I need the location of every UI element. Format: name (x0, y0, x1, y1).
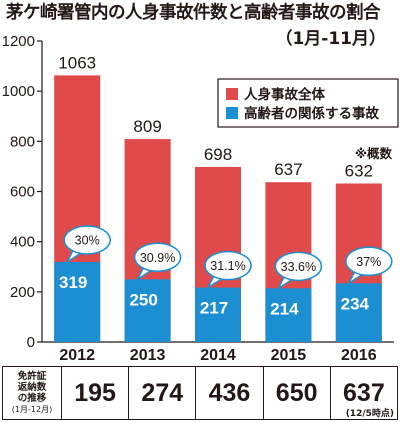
cell-value: 650 (275, 378, 318, 407)
y-tick-label: 1000 (2, 83, 35, 100)
bubble-body (133, 242, 182, 273)
cell-note: (12/5時点) (345, 409, 394, 419)
table-row-header: 免許証 返納数 の推移 (1月-12月) (2, 366, 62, 420)
elderly-value-label: 214 (270, 299, 299, 318)
cell-value: 637 (343, 378, 385, 407)
share-bubble: 30% (63, 225, 111, 265)
bubble-body (204, 250, 252, 281)
row-header-sub: (1月-12月) (11, 405, 53, 414)
bar-elderly (124, 279, 171, 342)
x-tick-label: 2013 (130, 347, 166, 364)
x-tick-label: 2014 (200, 347, 236, 364)
bubble-body (345, 246, 393, 277)
legend-box (217, 78, 399, 128)
legend-label: 高齢者の関係する事故 (244, 105, 379, 122)
share-label: 31.1% (210, 259, 245, 273)
total-value-label: 809 (133, 117, 161, 136)
y-tick-label: 200 (10, 284, 35, 301)
y-tick-label: 0 (27, 334, 35, 351)
y-tick-label: 600 (10, 184, 35, 201)
bubble-body (274, 251, 323, 282)
share-bubble: 31.1% (204, 250, 252, 290)
cell-value: 274 (141, 378, 184, 407)
x-tick-label: 2016 (341, 347, 377, 364)
cell-value: 436 (208, 378, 251, 407)
table-row: 免許証 返納数 の推移 (1月-12月) 195 274 436 650 637… (2, 366, 399, 420)
total-value-label: 1063 (58, 53, 96, 72)
total-value-label: 637 (274, 160, 302, 179)
license-returns-table: 免許証 返納数 の推移 (1月-12月) 195 274 436 650 637… (2, 366, 399, 420)
share-label: 30% (75, 233, 100, 247)
row-header-line: の推移 (17, 393, 47, 404)
chart-title: 茅ケ崎署管内の人身事故件数と高齢者事故の割合 (6, 3, 381, 23)
share-bubble: 37% (345, 246, 393, 286)
legend-swatch-elderly (226, 107, 238, 119)
bar-elderly (335, 283, 382, 342)
table-cell: 436 (195, 366, 264, 420)
x-tick-label: 2012 (59, 347, 95, 364)
bubble-body (63, 225, 111, 255)
table-cell: 274 (128, 366, 197, 420)
table-cell: 637 (12/5時点) (329, 366, 399, 420)
elderly-value-label: 319 (59, 273, 87, 292)
cell-value: 195 (74, 378, 116, 407)
bar-chart: 0 200 400 600 800 1000 1200 1063 319 30% 2012 809 2… (2, 33, 399, 364)
total-value-label: 632 (345, 161, 373, 180)
bar-elderly (54, 261, 101, 342)
share-bubble: 33.6% (274, 251, 323, 291)
elderly-value-label: 234 (341, 294, 370, 313)
bar-elderly (195, 287, 241, 342)
y-tick-label: 400 (10, 234, 35, 251)
share-label: 30.9% (140, 251, 175, 265)
share-bubble: 30.9% (133, 242, 182, 282)
chart-note: ※概数 (355, 146, 393, 161)
legend-label: 人身事故全体 (244, 86, 325, 103)
elderly-value-label: 217 (200, 299, 228, 318)
table-cell: 195 (60, 366, 130, 420)
elderly-value-label: 250 (129, 290, 157, 309)
row-header-line: 返納数 (17, 382, 47, 393)
chart-subtitle: （1月-11月） (275, 29, 386, 49)
y-tick-label: 800 (10, 133, 35, 150)
share-label: 33.6% (281, 260, 316, 274)
row-header-line: 免許証 (17, 371, 47, 382)
bar-elderly (265, 288, 312, 342)
x-tick-label: 2015 (271, 347, 307, 364)
total-value-label: 698 (204, 145, 232, 164)
share-label: 37% (356, 255, 381, 269)
y-tick-label: 1200 (2, 33, 35, 50)
table-cell: 650 (262, 366, 331, 420)
legend-swatch-total (226, 88, 238, 100)
